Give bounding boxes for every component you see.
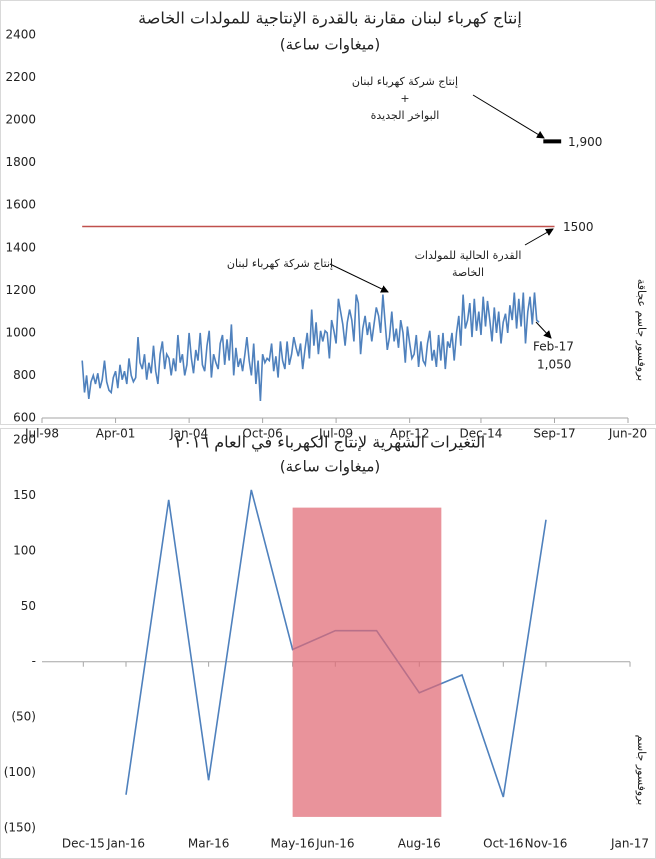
credit: بروفسور جاسم عجاقة bbox=[635, 279, 648, 381]
y-tick-label: 1800 bbox=[5, 155, 36, 169]
credit: بروفسور جاسم bbox=[635, 735, 648, 806]
annotation: الخاصة bbox=[452, 266, 484, 279]
chart-title: التغيرات الشهرية لإنتاج الكهرباء في العا… bbox=[175, 433, 485, 453]
y-tick-label: 50 bbox=[21, 599, 36, 613]
end-label: 1,050 bbox=[537, 358, 571, 372]
x-tick-label: Aug-16 bbox=[398, 837, 441, 851]
chart-subtitle: (ميغاوات ساعة) bbox=[280, 36, 381, 54]
y-tick-label: (50) bbox=[11, 710, 36, 724]
arrow bbox=[472, 94, 545, 139]
arrow bbox=[535, 321, 552, 339]
y-tick-label: 1600 bbox=[5, 198, 36, 212]
y-tick-label: 2400 bbox=[5, 28, 36, 42]
end-label: Feb-17 bbox=[533, 340, 574, 354]
y-tick-label: - bbox=[32, 654, 36, 668]
reference-label: 1500 bbox=[563, 220, 594, 234]
y-tick-label: (100) bbox=[4, 765, 36, 779]
x-tick-label: Jul-98 bbox=[24, 427, 59, 441]
x-tick-label: Sep-17 bbox=[533, 427, 575, 441]
y-tick-label: (150) bbox=[4, 821, 36, 835]
x-tick-label: Dec-15 bbox=[62, 837, 105, 851]
x-tick-label: Dec-14 bbox=[460, 427, 503, 441]
annotation: البواخر الجديدة bbox=[371, 109, 440, 122]
x-tick-label: Jun-20 bbox=[608, 427, 647, 441]
annotation: إنتاج شركة كهرباء لبنان bbox=[352, 75, 458, 88]
y-tick-label: 1400 bbox=[5, 240, 36, 254]
data-line bbox=[81, 292, 540, 402]
y-tick-label: 1000 bbox=[5, 325, 36, 339]
x-tick-label: Apr-01 bbox=[96, 427, 136, 441]
y-tick-label: 800 bbox=[13, 368, 36, 382]
highlight-band bbox=[292, 507, 442, 817]
y-tick-label: 600 bbox=[13, 411, 36, 425]
chart-frame bbox=[0, 0, 656, 425]
annotation: + bbox=[400, 92, 409, 105]
x-tick-label: Nov-16 bbox=[525, 837, 568, 851]
x-tick-label: Jul-09 bbox=[318, 427, 353, 441]
y-tick-label: 150 bbox=[13, 488, 36, 502]
x-tick-label: Mar-16 bbox=[188, 837, 229, 851]
x-tick-label: Apr-12 bbox=[390, 427, 430, 441]
annotation: القدرة الحالية للمولدات bbox=[415, 249, 522, 262]
chart-title: إنتاج كهرباء لبنان مقارنة بالقدرة الإنتا… bbox=[138, 9, 522, 29]
y-tick-label: 2000 bbox=[5, 113, 36, 127]
x-tick-label: Jan-16 bbox=[106, 837, 145, 851]
x-tick-label: Jun-16 bbox=[315, 837, 354, 851]
target-label: 1,900 bbox=[568, 135, 602, 149]
y-tick-label: 100 bbox=[13, 543, 36, 557]
annotation: إنتاج شركة كهرباء لبنان bbox=[227, 257, 333, 270]
y-tick-label: 200 bbox=[13, 433, 36, 447]
x-tick-label: Jan-04 bbox=[169, 427, 208, 441]
x-tick-label: Jan-17 bbox=[610, 837, 649, 851]
x-tick-label: Oct-06 bbox=[242, 427, 282, 441]
y-tick-label: 1200 bbox=[5, 283, 36, 297]
y-tick-label: 2200 bbox=[5, 70, 36, 84]
x-tick-label: May-16 bbox=[271, 837, 315, 851]
arrow bbox=[524, 228, 554, 246]
x-tick-label: Oct-16 bbox=[483, 837, 523, 851]
arrow bbox=[329, 263, 389, 293]
chart-subtitle: (ميغاوات ساعة) bbox=[280, 458, 381, 476]
